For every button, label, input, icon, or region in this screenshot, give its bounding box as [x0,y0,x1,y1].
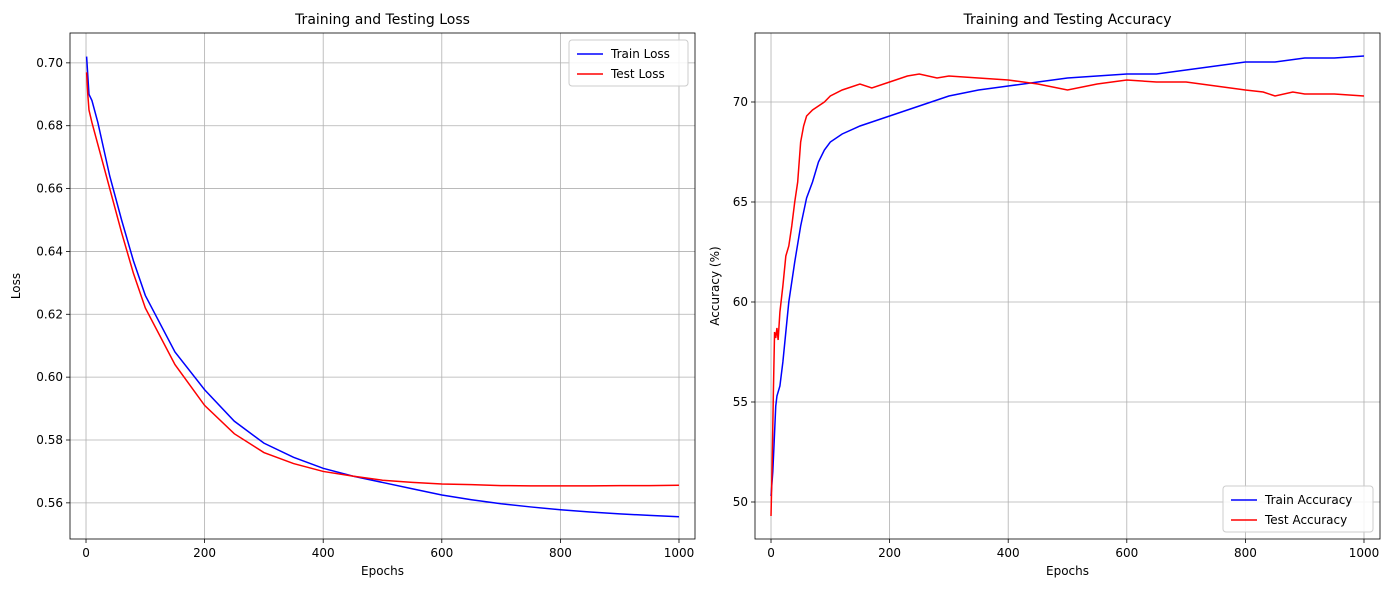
y-axis-label: Accuracy (%) [708,246,722,325]
plot-frame [754,32,1381,540]
series-line-2 [770,73,1365,517]
y-tick-label: 0.62 [36,307,63,321]
legend-label-1: Train Loss [610,47,670,61]
x-tick-label: 800 [549,546,572,560]
x-tick-label: 600 [1115,546,1138,560]
x-tick-label: 0 [82,546,90,560]
x-tick-label: 0 [767,546,775,560]
y-tick-label: 0.66 [36,182,63,196]
series-line-1 [85,56,680,518]
chart-2: 0 200 400 600 800 1000 50 55 60 65 70 Training and … [708,12,1381,578]
legend: Train Loss Test Loss [568,39,689,87]
series-line-2 [85,72,679,487]
x-tick-label: 400 [312,546,335,560]
y-tick-label: 0.68 [36,119,63,133]
legend: Train Accuracy Test Accuracy [1222,485,1374,533]
x-axis-label: Epochs [1046,564,1089,578]
legend-label-2: Test Loss [610,67,665,81]
plot-frame [69,32,696,540]
x-tick-label: 400 [997,546,1020,560]
x-tick-label: 600 [430,546,453,560]
x-tick-label: 200 [193,546,216,560]
y-tick-label: 70 [733,95,748,109]
legend-box [1222,485,1374,533]
x-axis-label: Epochs [361,564,404,578]
y-tick-label: 55 [733,395,748,409]
y-tick-label: 0.70 [36,56,63,70]
y-tick-label: 0.56 [36,496,63,510]
chart-1: 0 200 400 600 800 1000 0.56 0.58 0.60 0.62 0.64 0.6… [9,12,696,578]
series-line-1 [770,55,1365,497]
x-tick-label: 800 [1234,546,1257,560]
y-axis-label: Loss [9,273,23,299]
x-tick-label: 1000 [1349,546,1380,560]
chart-title: Training and Testing Accuracy [962,12,1171,28]
y-tick-label: 50 [733,495,748,509]
legend-label-2: Test Accuracy [1264,513,1347,527]
x-tick-label: 200 [878,546,901,560]
x-tick-label: 1000 [664,546,695,560]
y-tick-label: 0.60 [36,370,63,384]
y-tick-label: 60 [733,295,748,309]
legend-label-1: Train Accuracy [1264,493,1352,507]
y-tick-label: 0.58 [36,433,63,447]
y-tick-label: 0.64 [36,244,63,258]
chart-title: Training and Testing Loss [294,12,470,28]
y-tick-label: 65 [733,195,748,209]
